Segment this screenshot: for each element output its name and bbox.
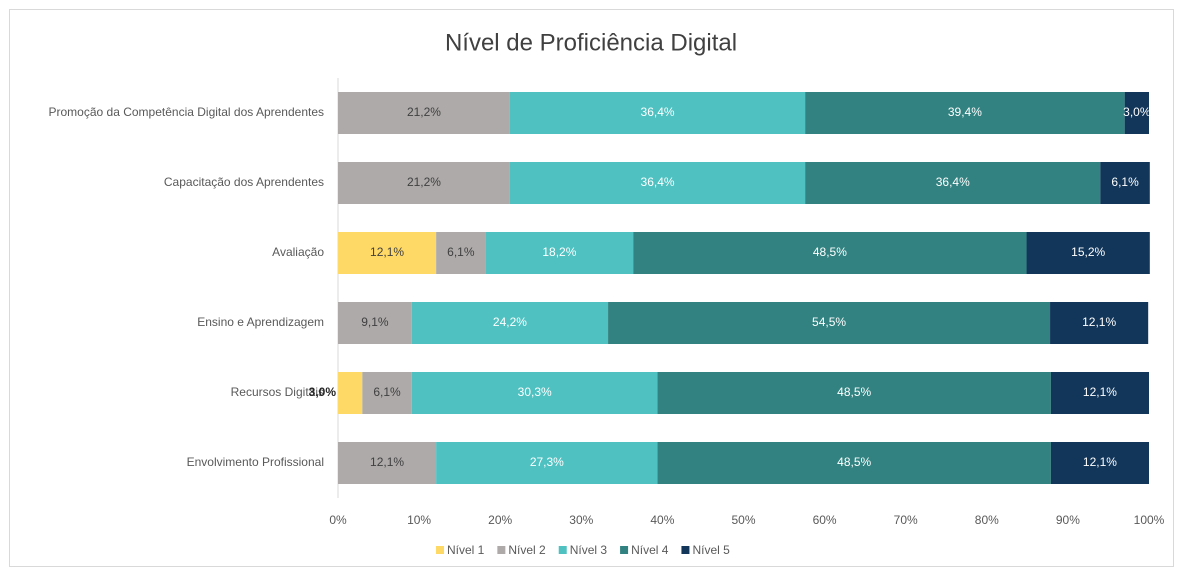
data-label: 24,2% (493, 315, 527, 329)
data-label: 36,4% (641, 175, 675, 189)
data-label: 12,1% (1083, 385, 1117, 399)
y-tick-label: Capacitação dos Aprendentes (164, 175, 324, 189)
bar-segment (338, 372, 363, 414)
x-tick-label: 90% (1056, 513, 1080, 527)
data-label: 21,2% (407, 175, 441, 189)
bar-segment (633, 232, 1027, 274)
bar-segment (1124, 92, 1149, 134)
x-tick-label: 100% (1134, 513, 1165, 527)
data-label: 12,1% (370, 455, 404, 469)
bar-segment (509, 162, 806, 204)
data-label: 6,1% (1111, 175, 1139, 189)
data-label: 3,0% (1123, 105, 1151, 119)
data-label: 12,1% (1083, 455, 1117, 469)
data-label: 9,1% (361, 315, 389, 329)
bar-segment (1100, 162, 1150, 204)
legend-label: Nível 5 (692, 543, 730, 557)
legend-label: Nível 3 (570, 543, 608, 557)
data-label: 6,1% (373, 385, 401, 399)
bar-segment (1050, 302, 1149, 344)
y-tick-label: Ensino e Aprendizagem (197, 315, 324, 329)
x-tick-label: 30% (569, 513, 593, 527)
bar-segment (338, 232, 437, 274)
bar-segment (1050, 372, 1149, 414)
x-tick-label: 50% (731, 513, 755, 527)
bar-segment (608, 302, 1051, 344)
bar-segment (338, 92, 510, 134)
bar-segment (436, 442, 658, 484)
x-tick-label: 60% (813, 513, 837, 527)
bar-segment (657, 442, 1051, 484)
legend-swatch (558, 546, 567, 554)
data-label: 12,1% (1082, 315, 1116, 329)
legend-swatch (620, 546, 629, 554)
bar-segment (805, 92, 1125, 134)
bar-segment (362, 372, 412, 414)
bar-segment (436, 232, 486, 274)
data-label: 3,0% (309, 385, 337, 399)
x-tick-label: 70% (894, 513, 918, 527)
data-label: 27,3% (530, 455, 564, 469)
data-label: 48,5% (813, 245, 847, 259)
data-label: 30,3% (518, 385, 552, 399)
bar-segment (1050, 442, 1149, 484)
bar-segment (805, 162, 1101, 204)
bar-segment (411, 372, 658, 414)
data-label: 15,2% (1071, 245, 1105, 259)
bar-segment (411, 302, 609, 344)
data-label: 39,4% (948, 105, 982, 119)
bar-segment (485, 232, 634, 274)
data-label: 54,5% (812, 315, 846, 329)
bar-segment (1026, 232, 1150, 274)
legend-swatch (436, 546, 444, 554)
legend-label: Nível 4 (631, 543, 669, 557)
legend-swatch (497, 546, 506, 554)
data-label: 12,1% (370, 245, 404, 259)
x-tick-label: 40% (650, 513, 674, 527)
bar-segment (338, 302, 412, 344)
y-tick-label: Avaliação (272, 245, 324, 259)
chart-title: Nível de Proficiência Digital (445, 29, 737, 56)
bar-segment (338, 442, 437, 484)
bar-segment (509, 92, 806, 134)
data-label: 48,5% (837, 385, 871, 399)
bar-segment (657, 372, 1051, 414)
x-tick-label: 20% (488, 513, 512, 527)
data-label: 36,4% (936, 175, 970, 189)
x-tick-label: 10% (407, 513, 431, 527)
y-tick-label: Envolvimento Profissional (187, 455, 324, 469)
x-tick-label: 0% (329, 513, 347, 527)
y-tick-label: Recursos Digitais (231, 385, 324, 399)
data-label: 48,5% (837, 455, 871, 469)
legend-label: Nível 2 (508, 543, 546, 557)
data-label: 6,1% (447, 245, 475, 259)
data-label: 21,2% (407, 105, 441, 119)
data-label: 36,4% (641, 105, 675, 119)
legend-label: Nível 1 (447, 543, 485, 557)
legend-swatch (681, 546, 690, 554)
x-tick-label: 80% (975, 513, 999, 527)
bar-segment (338, 162, 510, 204)
data-label: 18,2% (542, 245, 576, 259)
y-tick-label: Promoção da Competência Digital dos Apre… (49, 105, 325, 119)
